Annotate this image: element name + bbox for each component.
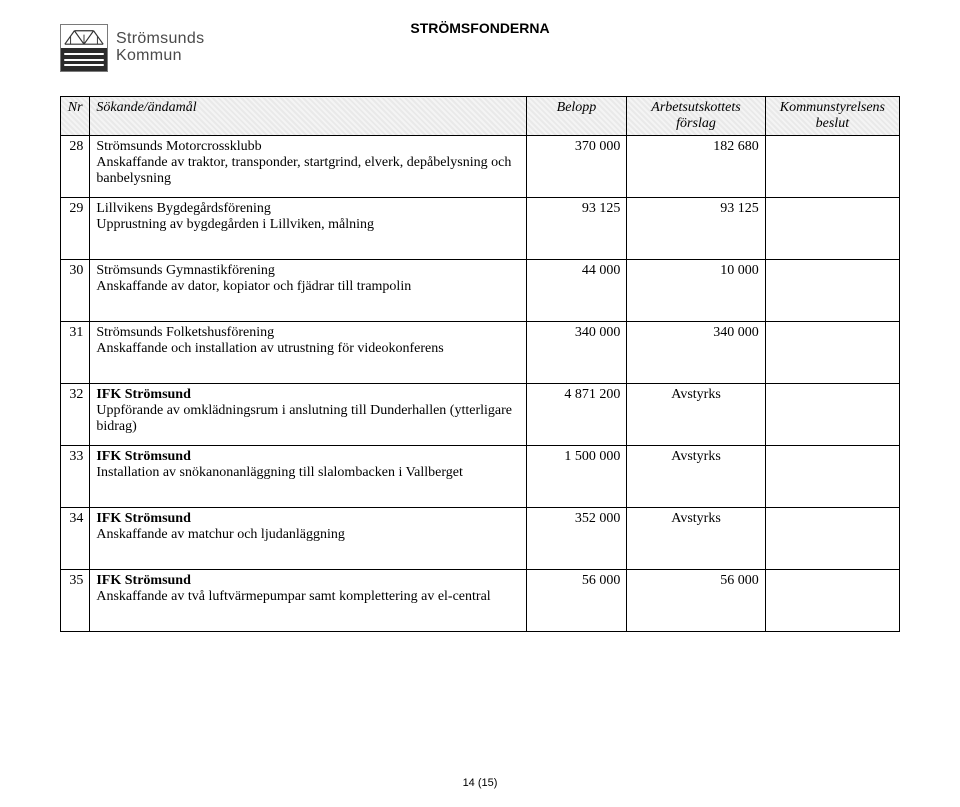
applicant-body: Anskaffande av dator, kopiator och fjädr… [96,279,519,295]
table-header-row: Nr Sökande/ändamål Belopp Arbetsutskotte… [61,97,900,136]
table-row: 33IFK StrömsundInstallation av snökanona… [61,446,900,508]
cell-decision [765,508,899,570]
cell-proposal: Avstyrks [627,508,765,570]
applicant-title: IFK Strömsund [96,449,191,464]
col-amount: Belopp [526,97,627,136]
col-decision: Kommunstyrelsens beslut [765,97,899,136]
cell-decision [765,322,899,384]
cell-nr: 28 [61,136,90,198]
cell-proposal: 93 125 [627,198,765,260]
cell-nr: 34 [61,508,90,570]
page-footer: 14 (15) [0,777,960,789]
cell-proposal: 10 000 [627,260,765,322]
cell-proposal: 340 000 [627,322,765,384]
cell-nr: 30 [61,260,90,322]
cell-decision [765,198,899,260]
applicant-body: Upprustning av bygdegården i Lillviken, … [96,217,519,233]
cell-decision [765,260,899,322]
applicant-title: IFK Strömsund [96,511,191,526]
table-row: 35IFK StrömsundAnskaffande av två luftvä… [61,570,900,632]
applicant-body: Anskaffande av matchur och ljudanläggnin… [96,527,519,543]
cell-decision [765,570,899,632]
applicant-body: Installation av snökanonanläggning till … [96,465,519,481]
cell-nr: 35 [61,570,90,632]
cell-desc: IFK StrömsundInstallation av snökanonanl… [90,446,526,508]
cell-desc: IFK StrömsundUppförande av omklädningsru… [90,384,526,446]
cell-nr: 33 [61,446,90,508]
cell-amount: 1 500 000 [526,446,627,508]
applicant-body: Uppförande av omklädningsrum i anslutnin… [96,403,519,435]
applicant-title: Strömsunds Folketshusförening [96,325,274,340]
cell-decision [765,136,899,198]
cell-amount: 370 000 [526,136,627,198]
cell-nr: 29 [61,198,90,260]
cell-nr: 31 [61,322,90,384]
cell-proposal: 182 680 [627,136,765,198]
cell-amount: 44 000 [526,260,627,322]
col-proposal: Arbetsutskottets förslag [627,97,765,136]
cell-amount: 4 871 200 [526,384,627,446]
cell-desc: Strömsunds FolketshusföreningAnskaffande… [90,322,526,384]
applicant-title: Strömsunds Gymnastikförening [96,263,275,278]
cell-decision [765,384,899,446]
applications-table: Nr Sökande/ändamål Belopp Arbetsutskotte… [60,96,900,632]
cell-desc: IFK StrömsundAnskaffande av matchur och … [90,508,526,570]
cell-nr: 32 [61,384,90,446]
applicant-body: Anskaffande och installation av utrustni… [96,341,519,357]
cell-amount: 340 000 [526,322,627,384]
cell-proposal: Avstyrks [627,384,765,446]
cell-decision [765,446,899,508]
table-row: 32IFK StrömsundUppförande av omklädnings… [61,384,900,446]
brand-line2: Kommun [116,48,204,65]
col-nr: Nr [61,97,90,136]
applicant-title: Lillvikens Bygdegårdsförening [96,201,271,216]
applicant-title: IFK Strömsund [96,387,191,402]
cell-desc: Lillvikens BygdegårdsföreningUpprustning… [90,198,526,260]
cell-amount: 56 000 [526,570,627,632]
document-title: STRÖMSFONDERNA [0,20,960,36]
table-row: 31Strömsunds FolketshusföreningAnskaffan… [61,322,900,384]
applicant-body: Anskaffande av traktor, transponder, sta… [96,155,519,187]
cell-proposal: Avstyrks [627,446,765,508]
cell-amount: 352 000 [526,508,627,570]
cell-desc: Strömsunds MotorcrossklubbAnskaffande av… [90,136,526,198]
kommun-logo [60,24,108,72]
cell-proposal: 56 000 [627,570,765,632]
cell-desc: Strömsunds GymnastikföreningAnskaffande … [90,260,526,322]
applicant-body: Anskaffande av två luftvärmepumpar samt … [96,589,519,605]
table-row: 30Strömsunds GymnastikföreningAnskaffand… [61,260,900,322]
cell-desc: IFK StrömsundAnskaffande av två luftvärm… [90,570,526,632]
table-row: 28Strömsunds MotorcrossklubbAnskaffande … [61,136,900,198]
applicant-title: IFK Strömsund [96,573,191,588]
table-row: 29Lillvikens BygdegårdsföreningUpprustni… [61,198,900,260]
brand-text: Strömsunds Kommun [116,31,204,65]
table-row: 34IFK StrömsundAnskaffande av matchur oc… [61,508,900,570]
cell-amount: 93 125 [526,198,627,260]
col-desc: Sökande/ändamål [90,97,526,136]
applicant-title: Strömsunds Motorcrossklubb [96,139,261,154]
